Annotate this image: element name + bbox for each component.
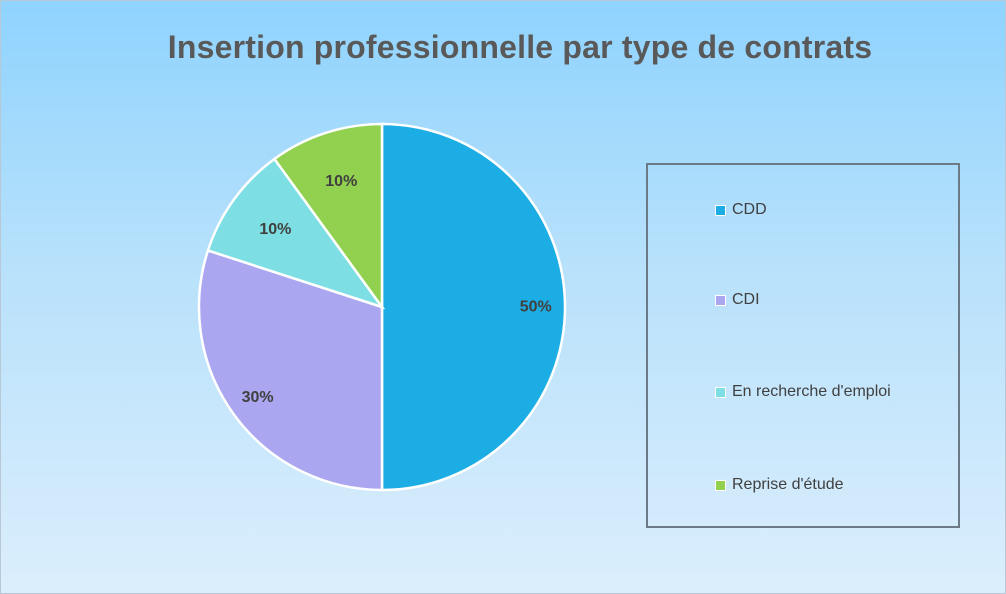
legend-label-recherche: En recherche d'emploi [732, 383, 891, 400]
legend-label-reprise: Reprise d'étude [732, 476, 844, 493]
legend-item-recherche: En recherche d'emploi [715, 382, 891, 402]
data-label-cdd: 50% [520, 299, 552, 316]
legend: CDD CDI En recherche d'emploi Reprise d'… [646, 163, 960, 528]
legend-swatch-recherche [715, 386, 726, 398]
legend-swatch-cdi [715, 294, 726, 306]
legend-label-cdd: CDD [732, 201, 767, 218]
pie-slice-cdi [197, 248, 384, 492]
legend-item-cdd: CDD [715, 200, 767, 220]
data-label-reprise: 10% [325, 173, 357, 190]
legend-swatch-reprise [715, 479, 726, 491]
chart-title: Insertion professionnelle par type de co… [167, 29, 873, 65]
pie-slice-reprise [272, 122, 384, 311]
legend-label-cdi: CDI [732, 291, 760, 308]
legend-item-cdi: CDI [715, 290, 760, 310]
data-label-cdi: 30% [242, 389, 274, 406]
data-label-recherche: 10% [259, 221, 291, 238]
legend-swatch-cdd [715, 204, 726, 216]
pie-slice-cdd [380, 122, 567, 492]
pie-slice-recherche [206, 157, 386, 310]
legend-item-reprise: Reprise d'étude [715, 475, 844, 495]
